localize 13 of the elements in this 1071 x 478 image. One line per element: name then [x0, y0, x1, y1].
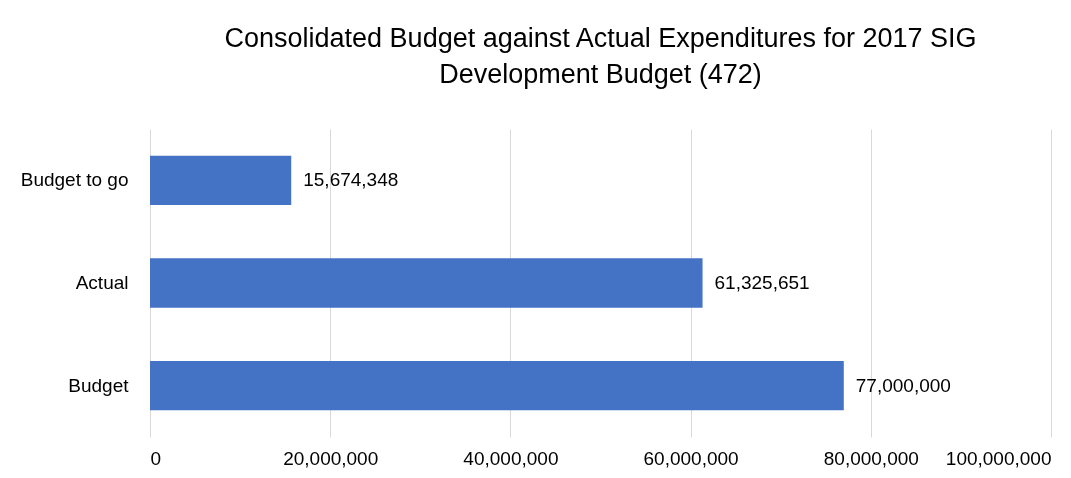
chart-title: Consolidated Budget against Actual Expenditures for 2017 SIG Development Budget (472) [224, 23, 977, 89]
data-label: 15,674,348 [303, 169, 399, 191]
x-tick-label: 40,000,000 [463, 447, 559, 469]
data-label: 77,000,000 [855, 374, 951, 396]
x-tick-label: 0 [150, 447, 162, 469]
y-tick-label: Actual [75, 272, 129, 293]
x-tick-label: 60,000,000 [643, 447, 739, 469]
x-tick-label: 80,000,000 [823, 447, 919, 469]
y-tick-label: Budget to go [20, 169, 129, 191]
data-label: 61,325,651 [714, 272, 810, 293]
y-tick-label: Budget [68, 374, 130, 396]
x-tick-label: 100,000,000 [945, 447, 1052, 469]
x-tick-label: 20,000,000 [283, 447, 379, 469]
